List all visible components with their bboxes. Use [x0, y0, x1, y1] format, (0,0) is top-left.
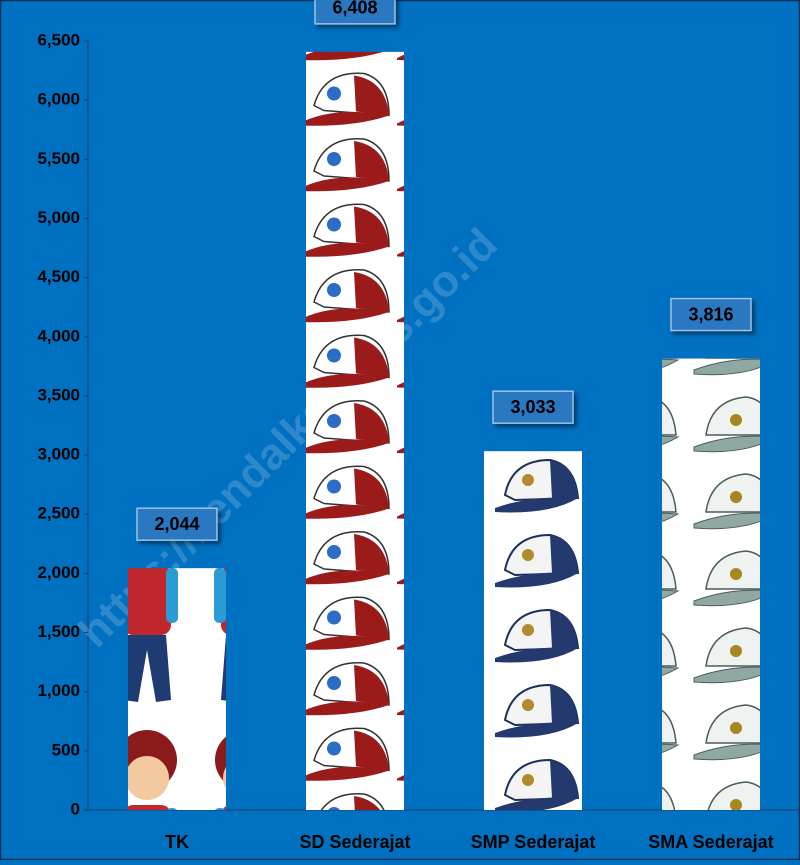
bar — [484, 451, 582, 810]
value-label: 2,044 — [154, 514, 199, 534]
y-tick-label: 3,500 — [37, 385, 80, 404]
y-tick-label: 1,500 — [37, 622, 80, 641]
bar — [306, 51, 404, 811]
value-label: 6,408 — [332, 0, 377, 18]
y-tick-label: 5,500 — [37, 149, 80, 168]
y-tick-label: 1,000 — [37, 681, 80, 700]
x-tick-label: SMA Sederajat — [648, 832, 773, 852]
y-tick-label: 500 — [52, 740, 80, 759]
x-tick-label: TK — [165, 832, 189, 852]
y-tick-label: 5,000 — [37, 208, 80, 227]
y-tick-label: 2,500 — [37, 504, 80, 523]
y-tick-label: 2,000 — [37, 563, 80, 582]
value-label: 3,033 — [510, 397, 555, 417]
y-tick-label: 4,000 — [37, 326, 80, 345]
bar — [662, 358, 760, 810]
bar — [128, 568, 226, 810]
value-label-box — [492, 390, 574, 424]
y-tick-label: 6,000 — [37, 90, 80, 109]
x-tick-label: SMP Sederajat — [471, 832, 596, 852]
value-label-box — [314, 0, 396, 25]
y-tick-label: 3,000 — [37, 445, 80, 464]
value-label-box — [670, 297, 752, 332]
value-label: 3,816 — [688, 304, 733, 324]
y-tick-label: 6,500 — [37, 30, 80, 49]
x-tick-label: SD Sederajat — [299, 832, 410, 852]
value-label-box — [136, 507, 218, 541]
y-tick-label: 4,500 — [37, 267, 80, 286]
y-tick-label: 0 — [71, 799, 80, 818]
